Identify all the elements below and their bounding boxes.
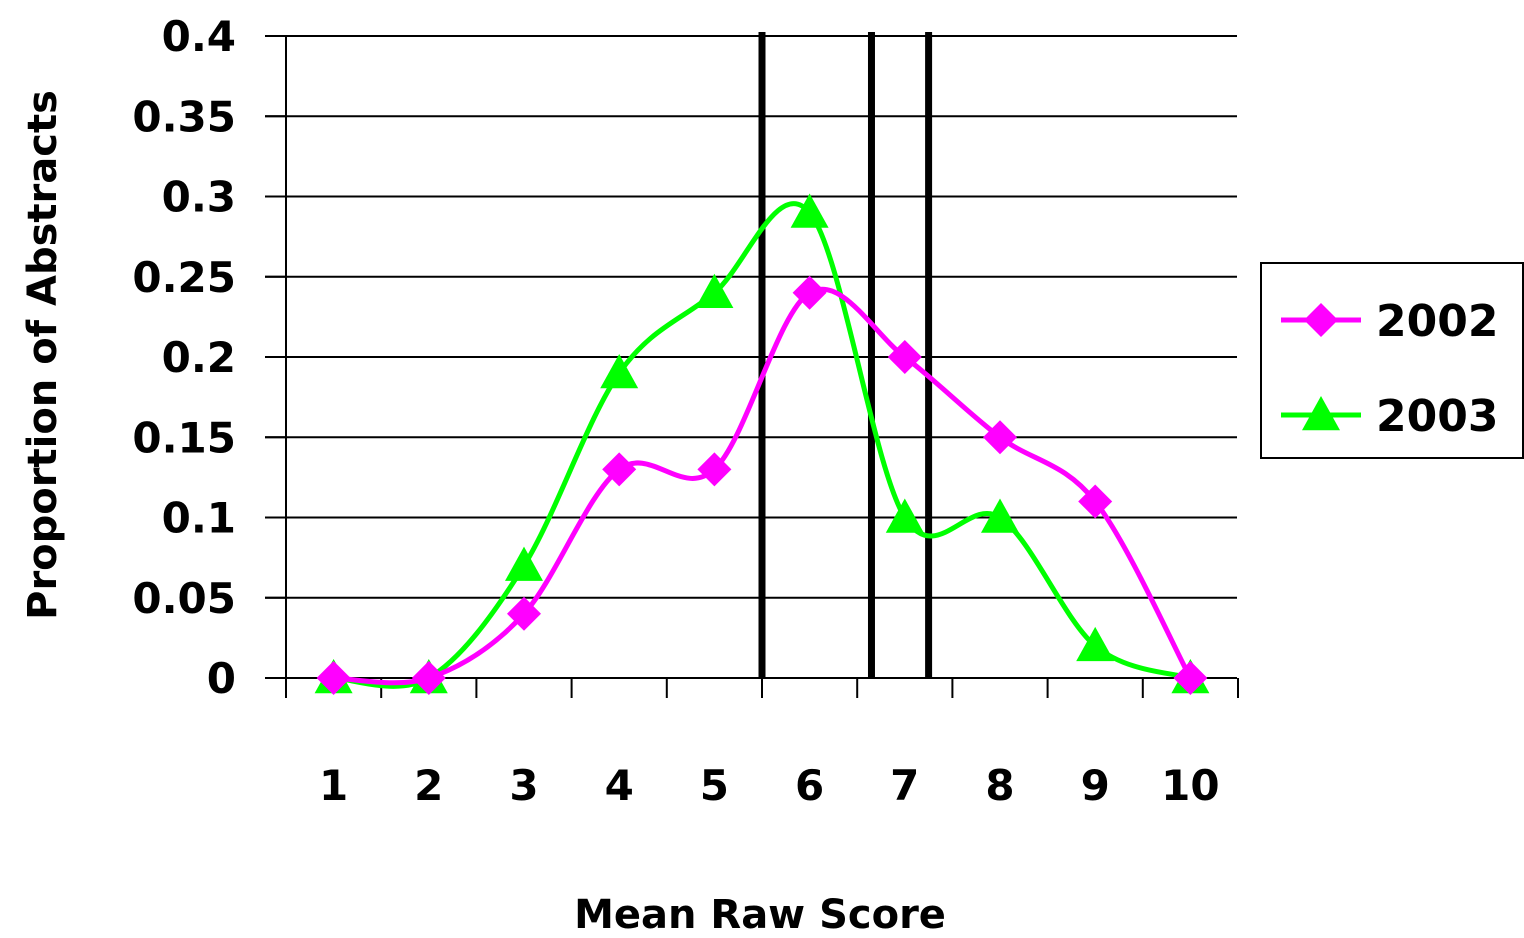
x-tick-label: 1 (319, 761, 348, 810)
x-tick-label: 7 (890, 761, 919, 810)
x-tick-label: 9 (1081, 761, 1110, 810)
legend-marker-2003 (1302, 396, 1340, 431)
data-point-2002 (507, 596, 541, 631)
y-tick-label: 0.05 (132, 574, 236, 623)
x-tick-label: 4 (605, 761, 634, 810)
data-point-2002 (602, 452, 637, 487)
data-point-2002 (697, 452, 732, 487)
data-point-2003 (505, 546, 543, 581)
data-point-2003 (695, 273, 734, 308)
x-tick-label: 10 (1161, 761, 1219, 810)
data-point-2002 (1173, 661, 1208, 695)
data-point-2003 (981, 498, 1019, 533)
data-point-2002 (792, 275, 827, 310)
legend-label-2003: 2003 (1376, 391, 1498, 442)
data-point-2003 (1076, 626, 1115, 662)
y-tick-label: 0.2 (162, 333, 236, 382)
data-point-2002 (316, 661, 351, 695)
gridlines (265, 35, 1237, 599)
x-tick-label: 5 (700, 761, 729, 810)
x-tick-label: 3 (509, 761, 538, 810)
x-tick-label: 2 (414, 761, 443, 810)
x-tick-labels: 1 2 3 4 5 6 7 8 9 10 (319, 761, 1220, 810)
series (314, 193, 1210, 695)
legend-items: 2002 2003 (1281, 296, 1498, 442)
y-tick-label: 0.35 (132, 92, 236, 141)
y-tick-label: 0.4 (162, 12, 236, 61)
x-axis-title: Mean Raw Score (574, 892, 946, 938)
legend-label-2002: 2002 (1376, 296, 1498, 347)
data-point-2002 (411, 661, 446, 695)
series-line-2002 (333, 286, 1193, 686)
x-tick-label: 6 (795, 761, 824, 810)
y-tick-label: 0.25 (132, 253, 236, 302)
legend: 2002 2003 (1260, 262, 1524, 459)
y-tick-label: 0.3 (162, 173, 236, 222)
data-point-2003 (600, 354, 639, 389)
x-tick-label: 8 (985, 761, 1014, 810)
data-point-2002 (983, 420, 1017, 455)
series-2002 (316, 275, 1208, 695)
series-2003 (314, 193, 1210, 694)
vertical-markers (758, 32, 933, 678)
data-point-2002 (887, 340, 922, 374)
data-point-2003 (885, 498, 924, 533)
y-tick-label: 0.1 (162, 494, 236, 543)
y-tick-labels: 0 0.05 0.1 0.15 0.2 0.25 0.3 0.35 0.4 (132, 12, 236, 703)
y-axis-title: Proportion of Abstracts (20, 90, 66, 620)
series-line-2003 (333, 201, 1192, 689)
y-tick-label: 0 (207, 654, 236, 703)
y-tick-label: 0.15 (132, 413, 236, 462)
data-point-2002 (1078, 484, 1113, 519)
legend-marker-2002 (1304, 303, 1338, 337)
data-point-2003 (790, 193, 829, 228)
